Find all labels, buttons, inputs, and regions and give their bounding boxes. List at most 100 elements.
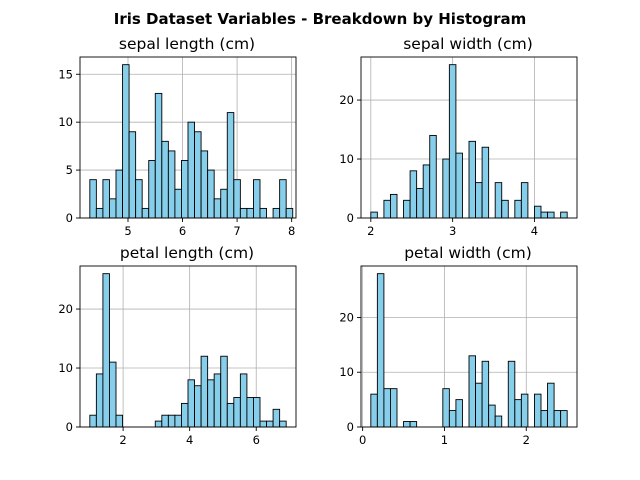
sepal-length-histogram-bar	[226, 112, 235, 219]
petal-width-histogram-bar	[383, 388, 391, 428]
petal-length-histogram-bar	[279, 420, 287, 428]
sepal-length-histogram-bar	[285, 207, 294, 219]
sepal-width-histogram-bar	[534, 205, 542, 219]
sepal-length-histogram-bar	[174, 188, 182, 219]
sepal-length-x-tick-label: 6	[179, 224, 186, 238]
petal-length-x-tick-label: 4	[186, 433, 193, 447]
petal-length-histogram-bar	[161, 414, 169, 428]
sepal-length-histogram-bar	[187, 121, 195, 219]
petal-width-histogram-bar	[448, 410, 457, 428]
petal-width-histogram-bar	[540, 410, 548, 428]
petal-width-histogram-bar	[455, 399, 463, 428]
sepal-width-x-tick-label: 3	[449, 224, 456, 238]
petal-length-y-tick-label: 10	[58, 361, 73, 375]
subplot-petal-length: petal length (cm) 2 4 6 0 10 20	[58, 244, 297, 447]
sepal-length-axes-frame	[79, 56, 297, 219]
sepal-length-histogram-bar	[128, 131, 137, 219]
petal-width-y-tick-label: 10	[339, 365, 354, 379]
petal-width-histogram-bar	[390, 388, 398, 428]
sepal-width-histogram-bar	[448, 64, 457, 219]
sepal-length-y-tick-label: 15	[58, 67, 73, 81]
petal-width-x-tick-label: 2	[523, 433, 530, 447]
petal-length-histogram-bar	[95, 373, 104, 428]
sepal-width-histogram-bar	[409, 170, 418, 219]
sepal-width-histogram-bar	[455, 152, 463, 219]
petal-width-y-tick-label: 0	[347, 420, 354, 434]
petal-length-histogram-bar	[253, 397, 261, 428]
petal-length-histogram-bar	[154, 420, 163, 428]
petal-length-histogram-bar	[266, 420, 274, 428]
petal-width-histogram-bar	[468, 355, 476, 428]
sepal-width-histogram-bar	[514, 199, 522, 219]
sepal-width-y-tick-label: 20	[339, 93, 354, 107]
sepal-width-histogram-bar	[540, 211, 548, 219]
petal-length-axes-frame	[79, 265, 297, 428]
petal-length-y-tick-label: 0	[66, 420, 73, 434]
petal-length-histogram-bar	[174, 414, 182, 428]
sepal-length-histogram-bar	[194, 131, 202, 219]
petal-length-histogram-bar	[102, 273, 110, 428]
petal-width-y-tick-label: 20	[339, 310, 354, 324]
petal-length-histogram-bar	[115, 414, 123, 428]
petal-length-histogram-bar	[272, 408, 281, 428]
petal-width-x-tick-label: 0	[359, 433, 366, 447]
sepal-length-histogram-bar	[207, 169, 215, 219]
sepal-length-histogram-bar	[122, 64, 130, 219]
sepal-length-histogram-bar	[167, 150, 176, 219]
petal-length-histogram-bar	[207, 379, 215, 428]
sepal-length-histogram-bar	[148, 160, 156, 219]
petal-length-x-tick-label: 6	[253, 433, 260, 447]
figure-suptitle: Iris Dataset Variables - Breakdown by Hi…	[114, 10, 526, 28]
sepal-width-histogram-bar	[422, 164, 431, 219]
petal-width-histogram-bar	[494, 415, 503, 428]
sepal-width-histogram-bar	[442, 158, 450, 219]
sepal-width-x-tick-label: 4	[531, 224, 538, 238]
petal-width-histogram-bar	[481, 360, 490, 428]
petal-width-histogram-bar	[370, 393, 378, 428]
sepal-width-histogram-bar	[383, 199, 391, 219]
sepal-length-histogram-bar	[154, 92, 163, 219]
sepal-length-histogram-bar	[181, 160, 189, 219]
sepal-width-histogram-bar	[416, 188, 424, 219]
sepal-width-histogram-bar	[501, 199, 509, 219]
sepal-length-histogram-bar	[253, 179, 261, 219]
sepal-width-x-tick-label: 2	[367, 224, 374, 238]
petal-length-histogram-bar	[233, 397, 241, 428]
petal-length-histogram-bar	[167, 414, 176, 428]
petal-length-histogram-bar	[246, 397, 254, 428]
petal-length-y-tick-label: 20	[58, 302, 73, 316]
sepal-length-histogram-bar	[279, 179, 287, 219]
petal-width-histogram-bar	[409, 421, 418, 428]
petal-width-histogram-bar	[514, 399, 522, 428]
subplot-title-petal-length: petal length (cm)	[120, 244, 254, 262]
sepal-length-histogram-bar	[220, 188, 228, 219]
sepal-length-histogram-bar	[239, 207, 248, 219]
petal-width-histogram-bar	[488, 404, 496, 428]
petal-length-x-tick-label: 2	[119, 433, 126, 447]
petal-length-histogram-bar	[109, 361, 117, 428]
petal-width-histogram-bar	[520, 393, 529, 428]
petal-length-histogram-bar	[181, 402, 189, 428]
sepal-length-histogram-bar	[200, 150, 209, 219]
sepal-length-x-tick-label: 7	[233, 224, 240, 238]
sepal-width-histogram-bar	[494, 182, 503, 219]
petal-width-histogram-bar	[475, 382, 483, 428]
sepal-width-histogram-bar	[560, 211, 568, 219]
subplot-title-sepal-width: sepal width (cm)	[403, 35, 533, 53]
sepal-length-y-tick-label: 0	[66, 211, 73, 225]
petal-length-histogram-bar	[220, 355, 228, 428]
subplot-title-petal-width: petal width (cm)	[404, 244, 532, 262]
petal-width-axes-frame	[360, 265, 578, 428]
sepal-length-histogram-bar	[141, 207, 150, 219]
sepal-length-y-tick-label: 10	[58, 115, 73, 129]
petal-width-x-tick-label: 1	[441, 433, 448, 447]
petal-length-histogram-bar	[89, 414, 97, 428]
petal-length-histogram-bar	[239, 373, 248, 428]
petal-width-histogram-bar	[560, 410, 568, 428]
petal-width-histogram-bar	[534, 393, 542, 428]
sepal-width-histogram-bar	[390, 193, 398, 219]
petal-width-histogram-bar	[403, 421, 411, 428]
petal-width-histogram-bar	[442, 388, 450, 428]
sepal-length-x-tick-label: 8	[288, 224, 295, 238]
sepal-width-y-tick-label: 10	[339, 152, 354, 166]
